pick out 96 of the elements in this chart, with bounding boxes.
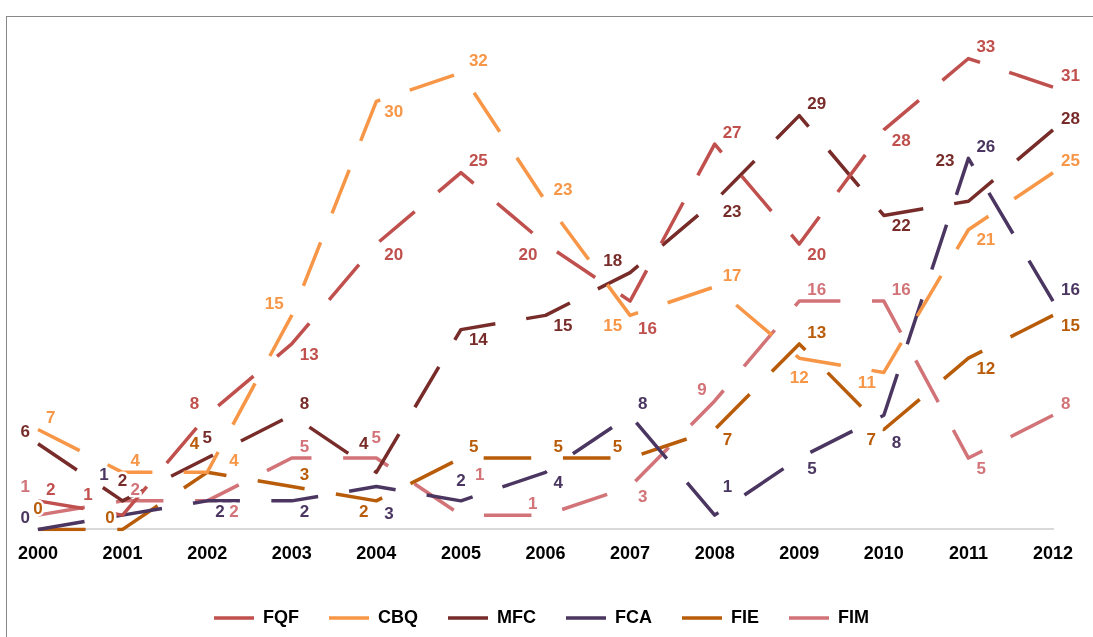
data-label: 1 <box>722 476 733 496</box>
legend-label: FCA <box>615 606 652 627</box>
data-label: 15 <box>1061 316 1080 336</box>
data-label: 4 <box>130 451 141 471</box>
data-label: 30 <box>384 102 404 122</box>
data-label: 5 <box>553 436 563 456</box>
x-tick-label: 2009 <box>779 543 820 564</box>
data-label: 5 <box>371 427 382 447</box>
data-label: 32 <box>468 51 488 71</box>
x-tick-label: 2003 <box>271 543 312 564</box>
legend-label: CBQ <box>378 606 419 627</box>
data-label: 3 <box>638 487 648 507</box>
data-label: 15 <box>603 316 623 336</box>
data-label: 29 <box>807 94 827 114</box>
data-label: 8 <box>638 393 648 413</box>
data-label: 20 <box>384 244 404 264</box>
data-label: 15 <box>264 294 284 314</box>
legend-label: MFC <box>497 606 537 627</box>
data-label: 3 <box>299 465 310 485</box>
data-label: 8 <box>189 393 200 413</box>
data-label: 16 <box>1061 279 1080 299</box>
data-label: 21 <box>976 230 996 250</box>
x-tick-label: 2006 <box>525 543 566 564</box>
legend-label: FIM <box>837 606 869 627</box>
data-label: 12 <box>789 367 809 387</box>
data-label: 17 <box>722 265 742 285</box>
data-label: 12 <box>976 358 996 378</box>
data-label: 28 <box>1061 108 1080 128</box>
legend-label: FQF <box>263 606 300 627</box>
data-label: 0 <box>20 508 31 528</box>
data-label: 2 <box>117 470 128 490</box>
x-tick-label: 2007 <box>610 543 651 564</box>
data-label: 7 <box>866 430 876 450</box>
data-label: 5 <box>612 436 623 456</box>
data-label: 8 <box>1061 393 1071 413</box>
data-label: 11 <box>857 373 876 393</box>
data-label: 8 <box>299 393 310 413</box>
data-label: 5 <box>807 458 817 478</box>
data-label: 2 <box>299 501 310 521</box>
data-label: 5 <box>202 427 212 447</box>
data-label: 16 <box>807 279 827 299</box>
legend-label: FIE <box>730 606 760 627</box>
data-label: 5 <box>976 458 986 478</box>
data-label: 7 <box>722 430 733 450</box>
data-label: 23 <box>722 201 742 221</box>
data-label: 0 <box>105 508 115 528</box>
data-label: 4 <box>553 473 564 493</box>
data-label: 28 <box>891 130 911 150</box>
data-label: 2 <box>456 470 466 490</box>
data-label: 13 <box>299 344 319 364</box>
data-label: 23 <box>553 179 573 199</box>
data-label: 5 <box>468 436 479 456</box>
data-label: 33 <box>976 37 996 57</box>
data-label: 27 <box>722 122 742 142</box>
data-label: 16 <box>891 279 911 299</box>
data-label: 5 <box>299 436 310 456</box>
data-label: 26 <box>976 137 996 157</box>
x-tick-label: 2002 <box>187 543 228 564</box>
x-tick-label: 2010 <box>863 543 904 564</box>
data-label: 16 <box>638 318 658 338</box>
data-label: 2 <box>358 501 369 521</box>
data-label: 1 <box>20 476 31 496</box>
data-label: 1 <box>83 484 93 504</box>
data-label: 1 <box>474 464 485 484</box>
data-label: 20 <box>518 244 538 264</box>
data-label: 22 <box>891 216 911 236</box>
data-label: 4 <box>358 434 369 454</box>
data-label: 2 <box>215 501 225 521</box>
x-tick-label: 2005 <box>440 543 481 564</box>
data-label: 1 <box>99 464 109 484</box>
x-tick-label: 2000 <box>17 543 59 564</box>
data-label: 15 <box>553 316 573 336</box>
data-label: 20 <box>807 244 827 264</box>
x-tick-label: 2011 <box>948 543 988 564</box>
x-tick-label: 2012 <box>1032 543 1074 564</box>
data-label: 7 <box>46 408 56 428</box>
data-label: 4 <box>189 434 200 454</box>
data-label: 18 <box>603 251 623 271</box>
data-label: 13 <box>807 322 827 342</box>
x-tick-label: 2004 <box>356 543 397 564</box>
data-label: 1 <box>528 493 538 513</box>
data-label: 6 <box>20 422 31 442</box>
x-tick-label: 2008 <box>694 543 735 564</box>
data-label: 31 <box>1061 65 1080 85</box>
data-label: 9 <box>697 379 707 399</box>
data-label: 2 <box>229 501 239 521</box>
data-label: 25 <box>468 151 488 171</box>
data-label: 2 <box>46 479 56 499</box>
data-label: 23 <box>935 150 955 170</box>
data-label: 3 <box>384 504 394 524</box>
data-label: 0 <box>33 499 43 519</box>
x-tick-label: 2001 <box>102 543 143 564</box>
data-label: 8 <box>891 432 902 452</box>
data-label: 25 <box>1061 151 1080 171</box>
data-label: 14 <box>468 330 489 350</box>
data-label: 4 <box>229 451 240 471</box>
